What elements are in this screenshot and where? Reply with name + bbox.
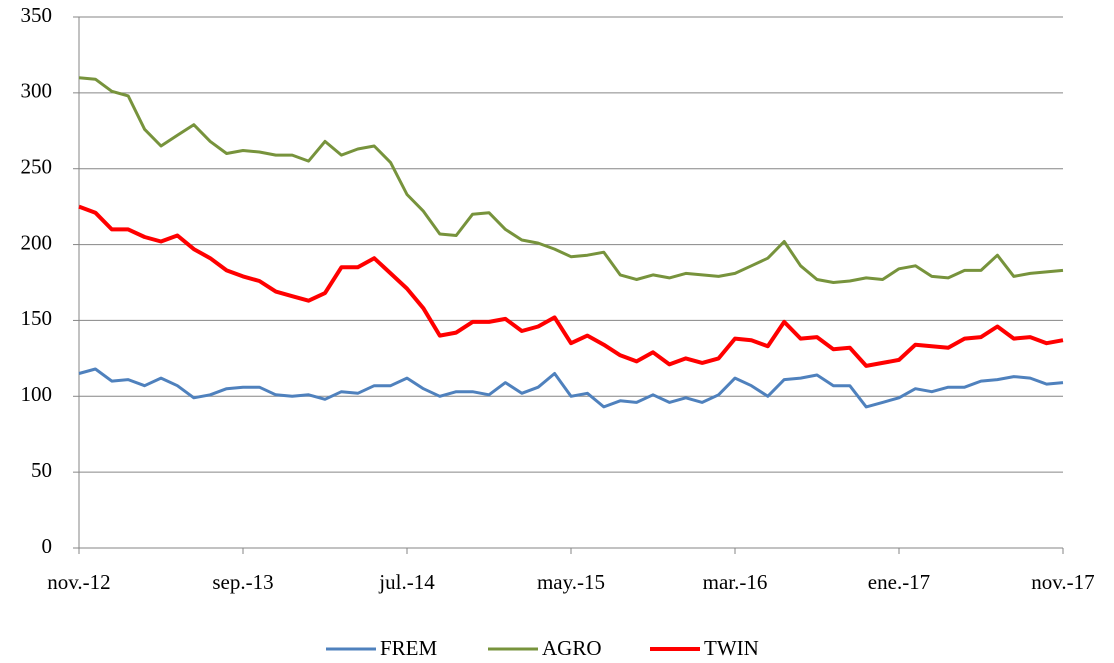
- y-tick-label: 50: [31, 458, 52, 482]
- y-tick-label: 300: [21, 79, 53, 103]
- series-line: [78, 76, 1064, 284]
- y-tick-label: 0: [42, 534, 53, 558]
- x-tick-label: jul.-14: [378, 570, 435, 594]
- y-tick-label: 350: [21, 3, 53, 27]
- x-tick-label: sep.-13: [212, 570, 273, 594]
- x-tick-label: nov.-17: [1031, 570, 1094, 594]
- series-line: [78, 367, 1064, 409]
- x-tick-label: ene.-17: [868, 570, 930, 594]
- x-tick-label: mar.-16: [703, 570, 768, 594]
- y-tick-label: 200: [21, 230, 53, 254]
- y-tick-label: 100: [21, 382, 53, 406]
- legend-label: FREM: [380, 636, 438, 660]
- y-tick-label: 150: [21, 306, 53, 330]
- legend-label: TWIN: [704, 636, 759, 660]
- x-tick-label: nov.-12: [47, 570, 110, 594]
- series-line: [78, 204, 1064, 368]
- x-tick-label: may.-15: [537, 570, 605, 594]
- y-tick-label: 250: [21, 155, 53, 179]
- legend-label: AGRO: [542, 636, 602, 660]
